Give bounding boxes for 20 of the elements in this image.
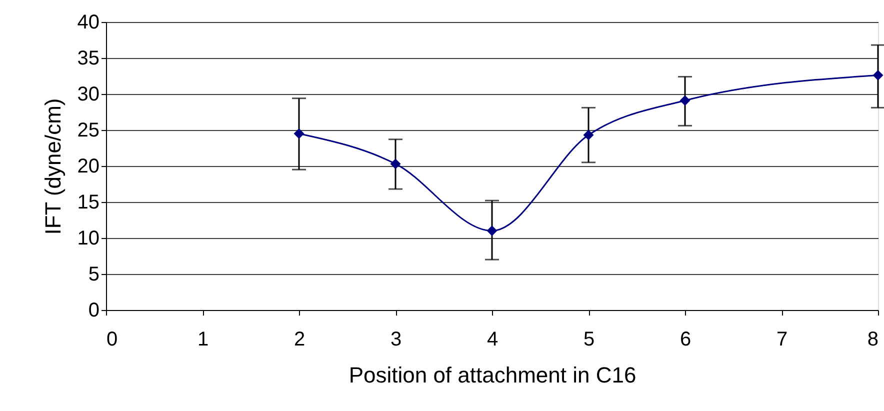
y-tick-label: 30 [77, 84, 100, 106]
x-tick-label: 7 [776, 328, 788, 350]
y-tick-label: 15 [77, 192, 100, 214]
x-tick-label: 6 [680, 328, 692, 350]
y-tick-label: 10 [77, 228, 100, 250]
x-tick-label: 2 [294, 328, 306, 350]
y-tick-label: 35 [77, 48, 100, 70]
x-tick-label: 1 [197, 328, 209, 350]
x-tick-label: 5 [583, 328, 595, 350]
y-axis-title: IFT (dyne/cm) [40, 98, 66, 235]
x-tick-label: 4 [486, 328, 498, 350]
y-tick-label: 5 [88, 264, 100, 286]
y-tick-label: 20 [77, 156, 100, 178]
x-axis-title: Position of attachment in C16 [348, 362, 636, 388]
x-tick-label: 0 [106, 328, 118, 350]
y-tick-label: 25 [77, 120, 100, 142]
x-tick-label: 8 [867, 328, 878, 350]
x-tick-label: 3 [390, 328, 402, 350]
y-tick-label: 40 [77, 12, 100, 34]
y-tick-label: 0 [88, 300, 100, 322]
